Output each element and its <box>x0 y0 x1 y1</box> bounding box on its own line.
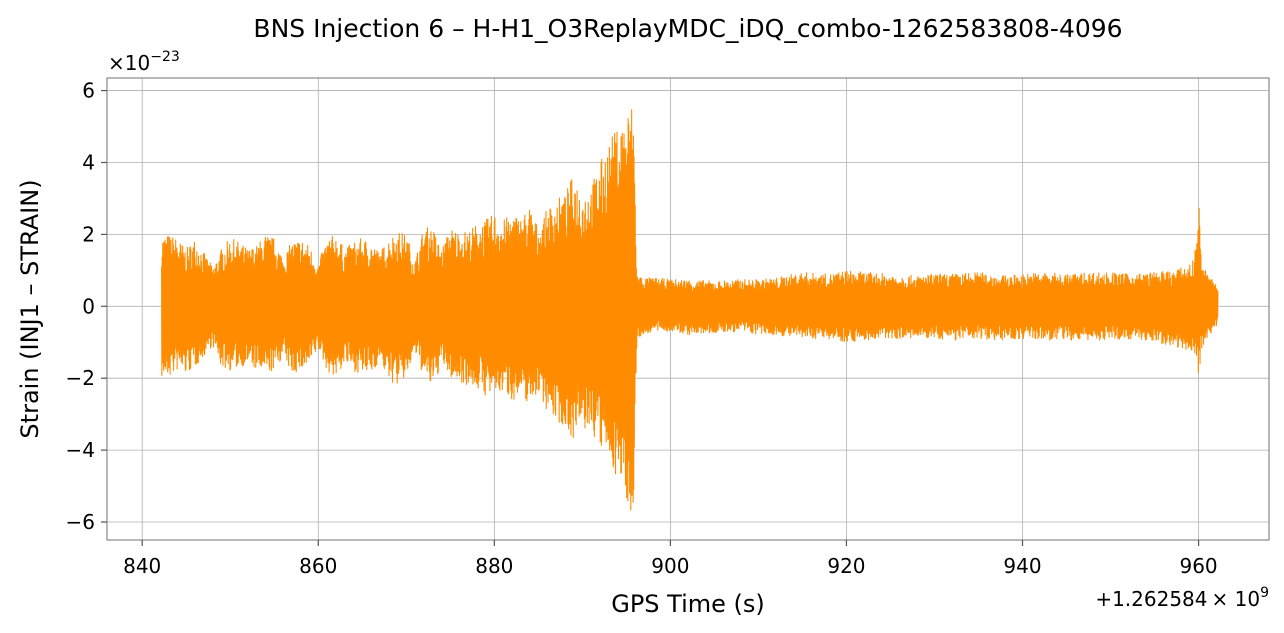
axes-frame <box>106 77 1270 541</box>
x-tick-label: 900 <box>651 554 689 578</box>
x-offset-exponent: 9 <box>1260 585 1269 601</box>
y-tick-label: −4 <box>66 438 95 462</box>
x-tick-label: 940 <box>1003 554 1041 578</box>
y-axis-ticks: −6 −4 −2 0 2 4 6 <box>66 79 107 534</box>
x-tick-label: 920 <box>827 554 865 578</box>
y-scale-exponent: −23 <box>150 49 180 65</box>
chart-title: BNS Injection 6 – H-H1_O3ReplayMDC_iDQ_c… <box>253 14 1122 43</box>
y-tick-label: −6 <box>66 510 95 534</box>
strain-signal-line <box>161 109 1219 511</box>
plot-area <box>161 109 1219 511</box>
x-offset-label: +1.262584 × 109 <box>1095 585 1269 611</box>
x-axis-ticks: 840 860 880 900 920 940 960 <box>123 540 1218 578</box>
x-tick-label: 880 <box>475 554 513 578</box>
x-offset-base: × 10 <box>1212 587 1261 611</box>
y-scale-base: ×10 <box>108 51 150 75</box>
y-tick-label: 6 <box>82 79 95 103</box>
x-axis-label: GPS Time (s) <box>611 590 765 618</box>
y-tick-label: −2 <box>66 366 95 390</box>
x-offset-value: +1.262584 <box>1095 587 1207 611</box>
y-scale-multiplier: ×10−23 <box>108 49 180 75</box>
y-tick-label: 4 <box>82 150 95 174</box>
y-tick-label: 2 <box>82 222 95 246</box>
y-axis-label: Strain (INJ1 – STRAIN) <box>16 179 44 438</box>
y-tick-label: 0 <box>82 294 95 318</box>
x-tick-label: 840 <box>123 554 161 578</box>
x-tick-label: 960 <box>1179 554 1217 578</box>
x-tick-label: 860 <box>299 554 337 578</box>
